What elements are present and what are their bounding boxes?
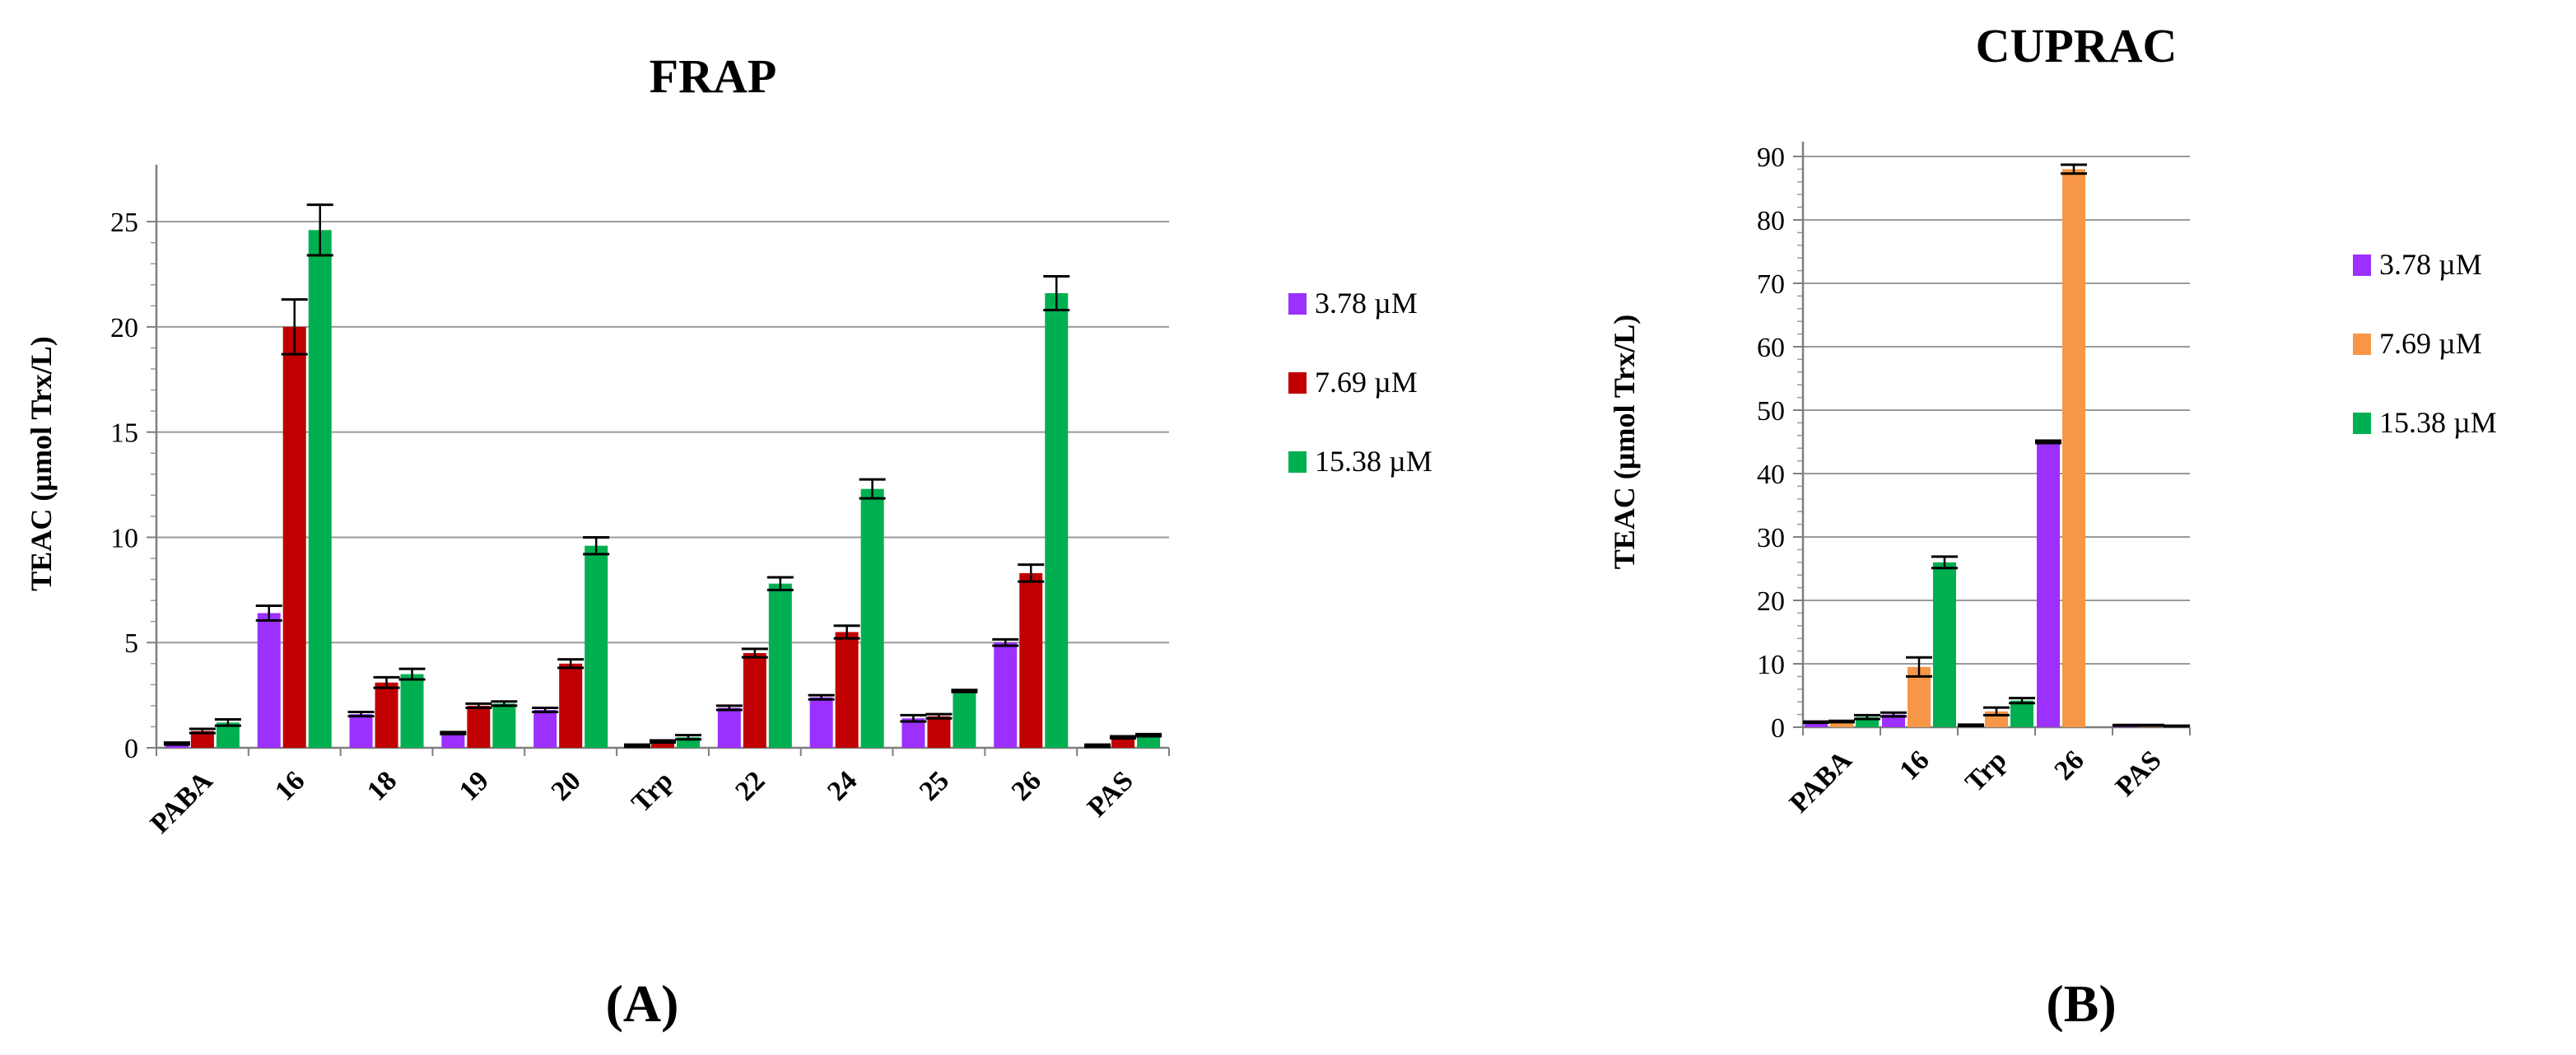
chart-title: CUPRAC	[1976, 19, 2178, 72]
legend-label: 7.69 µM	[1315, 366, 1418, 399]
legend-label: 3.78 µM	[1315, 287, 1418, 320]
legend-label: 15.38 µM	[1315, 445, 1432, 478]
bar-24-series1	[809, 697, 833, 748]
y-tick-label: 10	[110, 523, 138, 553]
legend-swatch	[1288, 293, 1307, 315]
y-tick-label: 50	[1757, 396, 1785, 427]
y-tick-label: 15	[110, 418, 138, 449]
x-tick-label: Trp	[626, 765, 678, 818]
x-tick-label: 25	[914, 765, 955, 806]
y-tick-label: 70	[1757, 269, 1785, 300]
legend-swatch	[2353, 334, 2371, 355]
bar-25-series3	[953, 691, 976, 748]
legend-swatch	[1288, 372, 1307, 394]
y-tick-label: 25	[110, 208, 138, 238]
bar-26-series2	[1019, 572, 1043, 748]
bar-26-series1	[2037, 441, 2060, 727]
bar-22-series3	[768, 583, 792, 748]
x-tick-label: 19	[454, 765, 495, 806]
bar-PABA-series2	[190, 731, 214, 748]
y-tick-label: 30	[1757, 523, 1785, 553]
bar-26-series2	[2062, 169, 2085, 727]
x-tick-label: 16	[269, 765, 310, 806]
x-tick-label: Trp	[1959, 745, 2012, 797]
bar-PABA-series2	[1830, 721, 1853, 727]
legend: 3.78 µM 7.69 µM 15.38 µM	[1288, 287, 1432, 478]
chart-title: FRAP	[650, 49, 777, 103]
y-tick-label: 80	[1757, 206, 1785, 236]
panel-label: (B)	[2046, 974, 2116, 1033]
bar-24-series2	[835, 632, 859, 748]
x-tick-label: PABA	[1784, 745, 1858, 819]
legend-swatch	[1288, 451, 1307, 473]
x-tick-label: PAS	[2110, 745, 2168, 802]
bar-19-series3	[492, 703, 516, 748]
bar-16-series3	[1933, 562, 1956, 727]
legend-swatch	[2353, 413, 2371, 434]
y-tick-label: 10	[1757, 650, 1785, 680]
bar-Trp-series3	[2010, 700, 2033, 727]
x-tick-label: 18	[361, 765, 403, 806]
bar-26-series1	[994, 642, 1018, 748]
bar-16-series1	[257, 613, 281, 748]
bar-16-series2	[282, 326, 306, 748]
y-tick-label: 20	[110, 313, 138, 343]
bar-16-series1	[1882, 714, 1905, 727]
legend-label: 7.69 µM	[2379, 327, 2482, 360]
x-tick-label: 20	[546, 765, 587, 806]
bar-PAS-series2	[1111, 737, 1135, 748]
bar-19-series2	[467, 705, 491, 748]
legend-label: 15.38 µM	[2379, 406, 2497, 439]
x-tick-label: 16	[1894, 745, 1935, 786]
frap-chart: FRAP 0 5 10 15 20 25 TEAC (µmol Trx/L) PABA 16 18 1…	[25, 49, 1432, 1033]
bar-18-series2	[375, 682, 398, 748]
bar-26-series3	[1045, 293, 1069, 748]
legend-label: 3.78 µM	[2379, 248, 2482, 281]
bar-22-series1	[717, 707, 741, 748]
x-tick-label: 24	[822, 765, 863, 806]
bar-PAS-series3	[1137, 735, 1161, 748]
bar-20-series3	[585, 545, 608, 748]
bar-PABA-series1	[1805, 721, 1828, 727]
bar-16-series3	[308, 230, 332, 748]
y-tick-label: 40	[1757, 460, 1785, 490]
y-tick-label: 0	[1771, 713, 1785, 744]
y-tick-label: 20	[1757, 586, 1785, 617]
legend: 3.78 µM 7.69 µM 15.38 µM	[2353, 248, 2497, 439]
bar-20-series1	[533, 710, 557, 748]
bar-24-series3	[860, 488, 884, 748]
x-tick-label: 26	[1006, 765, 1047, 806]
x-tick-label: PABA	[145, 765, 219, 839]
bar-18-series1	[349, 714, 373, 748]
y-tick-label: 60	[1757, 333, 1785, 363]
bar-Trp-series2	[651, 741, 674, 748]
bar-18-series3	[400, 674, 424, 748]
y-tick-label: 5	[124, 628, 138, 659]
panel-label: (A)	[606, 974, 679, 1033]
legend-swatch	[2353, 254, 2371, 276]
y-axis-label: TEAC (µmol Trx/L)	[25, 336, 58, 591]
y-tick-label: 90	[1757, 142, 1785, 173]
y-tick-label: 0	[124, 734, 138, 764]
bar-20-series2	[559, 663, 583, 748]
bar-25-series1	[901, 718, 925, 748]
y-axis-label: TEAC (µmol Trx/L)	[1608, 315, 1641, 569]
bar-19-series1	[441, 733, 465, 748]
x-tick-label: 22	[729, 765, 771, 806]
x-tick-label: PAS	[1082, 765, 1139, 823]
cuprac-chart: CUPRAC 0 10 20 30 40 50 60 70 80 90 TEAC (µmol Trx/…	[1608, 19, 2497, 1033]
bar-25-series2	[927, 716, 951, 748]
bar-22-series2	[743, 653, 766, 748]
x-tick-label: 26	[2048, 745, 2089, 786]
